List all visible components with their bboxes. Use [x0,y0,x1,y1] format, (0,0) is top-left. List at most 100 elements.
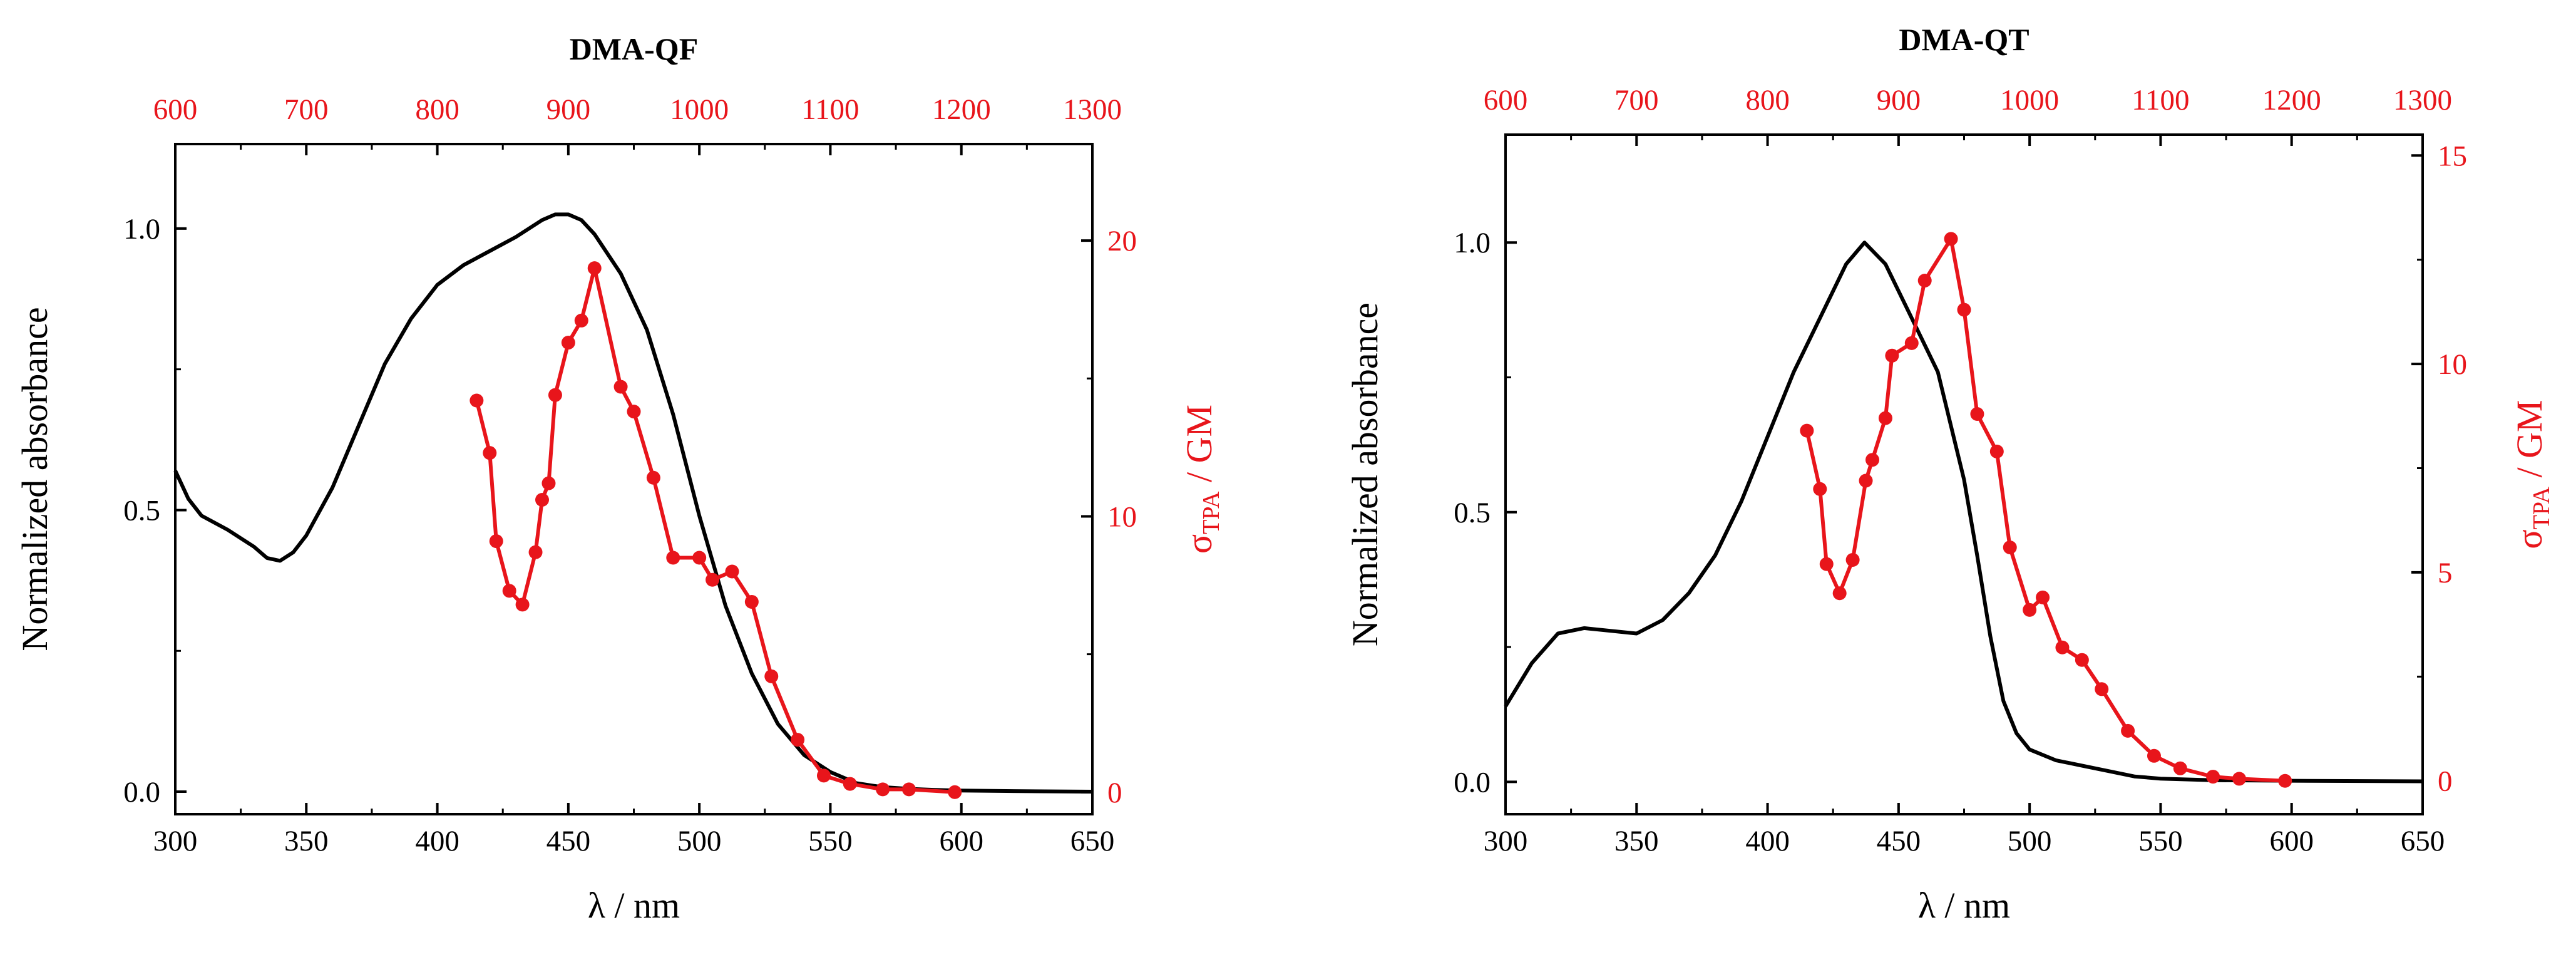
y2-axis-label: σTPA / GM [1179,405,1224,554]
x2-tick-label: 700 [284,93,329,126]
y2-axis-label-subscript: TPA [2528,486,2555,529]
x2-tick-label: 1200 [2262,84,2321,116]
chart-panel-2: DMA-QT 300 350 400 450 500 550 600 650 600 700 800 9… [1345,22,2555,926]
tpa-point [587,261,602,276]
x-tick-label: 650 [2401,825,2445,857]
tpa-point [1957,303,1971,317]
tpa-point [1865,453,1879,467]
tpa-point [2206,770,2220,784]
tpa-point [535,493,549,507]
x-tick-label: 450 [547,825,591,857]
x-axis-label: λ / nm [588,885,680,926]
tpa-point [1917,273,1932,287]
y-tick-label: 1.0 [1454,227,1491,259]
x-tick-label: 600 [2269,825,2314,857]
absorbance-line [1504,241,2423,784]
tpa-point [613,380,628,394]
tpa-point [2003,540,2017,554]
tpa-point [1989,444,2004,458]
x-tick-label: 400 [415,825,459,857]
y2-axis-label-unit: / GM [2509,400,2550,487]
plot-frame [174,143,1094,815]
x2-tick-label: 1000 [670,93,729,126]
x2-tick-label: 1100 [2132,84,2189,116]
tpa-point [2095,682,2109,696]
tpa-point [2036,590,2050,604]
x2-tick-label: 800 [1745,84,1790,116]
y-tick-label: 0.5 [123,494,160,527]
tpa-point [502,584,516,598]
tpa-point [706,572,720,587]
x2-tick-label: 600 [1484,84,1528,116]
x2-tick-label: 700 [1614,84,1659,116]
tpa-point [816,768,831,783]
tpa-point [574,313,588,328]
tpa-point [627,405,641,419]
tpa-point [1832,586,1847,601]
x2-tick-label: 900 [1877,84,1921,116]
y-tick-label: 0.0 [123,776,160,809]
x-tick-label: 300 [1484,825,1528,857]
tpa-point [876,782,890,797]
y2-tick-label: 5 [2438,557,2453,589]
x-tick-label: 350 [1614,825,1659,857]
y2-axis-label: σTPA / GM [2509,400,2555,549]
tpa-point [515,597,530,612]
y2-tick-label: 10 [1107,500,1137,533]
tpa-point [1885,348,1899,363]
y2-axis-label-symbol: σ [2509,529,2550,549]
y2-tick-label: 20 [1107,225,1137,257]
x-tick-label: 600 [939,825,983,857]
tpa-point [2232,772,2246,786]
tpa-point [1813,482,1827,496]
tpa-point [902,782,916,797]
y-axis-label: Normalized absorbance [1345,303,1385,646]
tpa-point [2278,773,2292,788]
y2-axis-label-subscript: TPA [1198,491,1224,534]
x2-tick-label: 1300 [1063,93,1122,126]
tpa-point [791,733,805,747]
chart-title: DMA-QT [1899,22,2029,57]
x-tick-label: 550 [2138,825,2183,857]
x2-tick-label: 1300 [2393,84,2452,116]
x-axis-label: λ / nm [1918,885,2010,926]
tpa-point [2055,640,2070,654]
y2-tick-label: 0 [2438,765,2453,798]
tpa-point [1859,473,1873,488]
tpa-point [744,594,759,609]
y2-axis-label-unit: / GM [1179,405,1219,492]
tpa-point [1845,552,1860,567]
tpa-point [692,551,707,565]
x-tick-label: 650 [1070,825,1115,857]
y-tick-label: 1.0 [123,213,160,246]
tpa-point [2147,748,2161,763]
y-tick-label: 0.5 [1454,497,1491,529]
tpa-line [1805,237,2286,783]
tpa-point [2023,603,2037,617]
x2-tick-label: 1100 [801,93,859,126]
absorbance-line [173,212,1093,794]
x-tick-label: 400 [1745,825,1790,857]
x-tick-label: 500 [2008,825,2052,857]
tpa-point [1970,406,1984,421]
tpa-point [725,564,739,579]
x2-tick-label: 600 [153,93,198,126]
tpa-point [541,476,556,490]
tpa-point [1800,423,1814,438]
tpa-point [2121,723,2135,738]
y2-tick-label: 0 [1107,777,1122,809]
x2-tick-label: 900 [547,93,591,126]
x-tick-label: 450 [1877,825,1921,857]
y2-tick-label: 15 [2438,140,2467,172]
tpa-point [843,777,857,791]
chart-title: DMA-QF [570,31,699,66]
tpa-point [1819,557,1834,571]
tpa-point [548,388,562,402]
x-tick-label: 550 [808,825,853,857]
tpa-point [948,785,962,799]
y-axis-label: Normalized absorbance [14,307,55,651]
x2-tick-label: 1000 [2000,84,2059,116]
tpa-point [2075,653,2089,667]
x-tick-label: 500 [677,825,722,857]
x2-tick-label: 800 [415,93,459,126]
